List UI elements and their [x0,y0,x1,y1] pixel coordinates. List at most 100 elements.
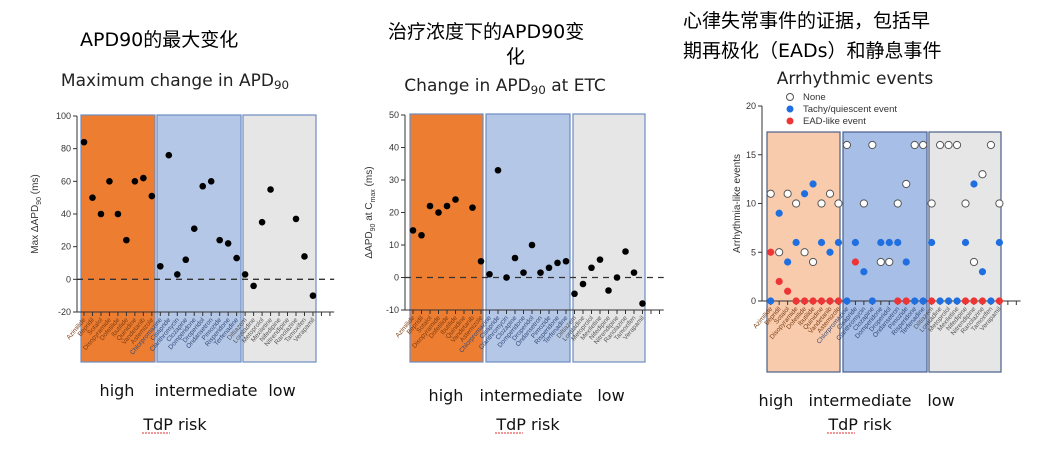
y-axis-label-sub2: max [370,189,377,203]
data-point-none-intermediate [910,140,919,150]
data-point-none-intermediate [919,140,928,150]
data-point-none-low [969,257,979,267]
data-point-none-intermediate [876,257,885,267]
risk-region-intermediate [485,113,571,363]
data-point-value-high [477,257,485,265]
y-axis-label-sub: 90 [370,223,377,231]
data-point-none-intermediate [885,257,894,267]
data-point-none-high [808,257,818,267]
data-point-value-intermediate [199,182,207,190]
data-point-tachy-high [784,258,792,266]
data-point-none-high [817,199,826,208]
risk-region-low [572,113,646,363]
y-tick-label: 0 [394,273,399,283]
data-point-value-low [241,271,249,278]
data-point-tachy-low [928,238,936,247]
data-point-none-intermediate [842,140,852,150]
data-point-none-intermediate [859,199,868,208]
data-point-none-low [952,140,962,150]
data-point-ead-low [961,297,970,305]
data-point-value-intermediate [511,254,519,262]
data-point-value-low [309,292,317,299]
x-axis-title: TdP risk [827,415,892,434]
y-axis-label-rest: (ms) [30,174,41,197]
y-tick-label: -10 [386,305,399,315]
data-point-tachy-low [936,297,944,305]
annotation-cn-line: 期再极化（EADs）和静息事件 [683,40,942,62]
data-point-ead-high [784,287,792,295]
data-point-none-low [961,199,970,208]
data-point-value-high [435,209,442,216]
data-point-ead-high [834,297,843,305]
data-point-ead-high [817,297,826,305]
chart-title-main: Change in APD [404,76,530,96]
data-point-none-low [995,199,1004,208]
risk-region-high [80,114,156,363]
data-point-value-intermediate [165,151,173,159]
data-point-value-high [426,202,434,210]
chart-title-sub: 90 [274,78,289,92]
data-point-tachy-intermediate [843,297,851,305]
y-axis-label: Arrhythmia-like events [732,154,743,253]
y-axis-label: Max ΔAPD90 (ms) [30,174,43,254]
data-point-tachy-low [978,268,987,276]
data-point-value-high [140,174,147,182]
y-tick-label: 40 [389,143,399,153]
y-tick-label: -20 [58,307,71,317]
data-point-value-intermediate [562,257,570,265]
chart-title-main: Arrhythmic events [777,69,934,89]
data-point-value-high [131,178,139,185]
y-axis-label-mid: at C [364,202,375,223]
data-point-value-high [148,192,156,200]
data-point-value-intermediate [554,259,561,267]
data-point-value-intermediate [545,264,553,272]
data-point-ead-low [995,297,1003,305]
legend-marker-none [786,93,794,101]
annotation-cn: APD90的最大变化 [80,29,238,51]
data-point-none-intermediate [868,140,877,150]
data-point-value-intermediate [233,254,240,262]
data-point-ead-intermediate [902,297,910,305]
risk-label-low: low [268,381,295,400]
data-point-value-high [123,236,130,244]
data-point-value-intermediate [224,240,232,247]
data-point-tachy-high [800,190,809,198]
annotation-cn-line: 心律失常事件的证据，包括早 [683,10,930,32]
data-point-tachy-low [944,297,953,305]
data-point-tachy-intermediate [911,297,919,305]
data-point-value-low [588,264,595,272]
data-point-value-low [579,280,587,288]
risk-label-low: low [597,386,624,405]
y-axis-label-sub: 90 [36,197,43,205]
data-point-tachy-intermediate [851,238,860,247]
data-point-value-low [639,300,646,307]
data-point-none-high [792,199,801,208]
data-point-value-low [613,274,621,281]
legend-marker-ead [786,117,794,125]
data-point-ead-high [826,297,834,305]
y-tick-label: 10 [389,240,399,250]
y-tick-label: 20 [61,242,71,252]
data-point-none-low [944,140,953,150]
data-point-tachy-intermediate [868,297,876,305]
y-tick-label: 40 [61,209,71,219]
risk-label-high: high [429,386,464,405]
data-point-value-low [605,287,612,294]
data-point-none-intermediate [893,199,902,208]
y-tick-label: 0 [66,274,71,284]
risk-label-intermediate: intermediate [155,381,258,400]
data-point-none-high [825,189,835,198]
data-point-tachy-intermediate [894,238,902,247]
annotation-cn-line: 治疗浓度下的APD90变 [388,21,584,43]
x-axis-title: TdP risk [142,415,207,434]
risk-region-low [242,114,317,363]
data-point-none-low [927,199,936,208]
chart-title-sub: 90 [531,83,546,97]
y-axis-label-main: ΔAPD [364,231,375,258]
data-point-tachy-low [970,180,978,188]
data-point-none-high [834,199,843,208]
